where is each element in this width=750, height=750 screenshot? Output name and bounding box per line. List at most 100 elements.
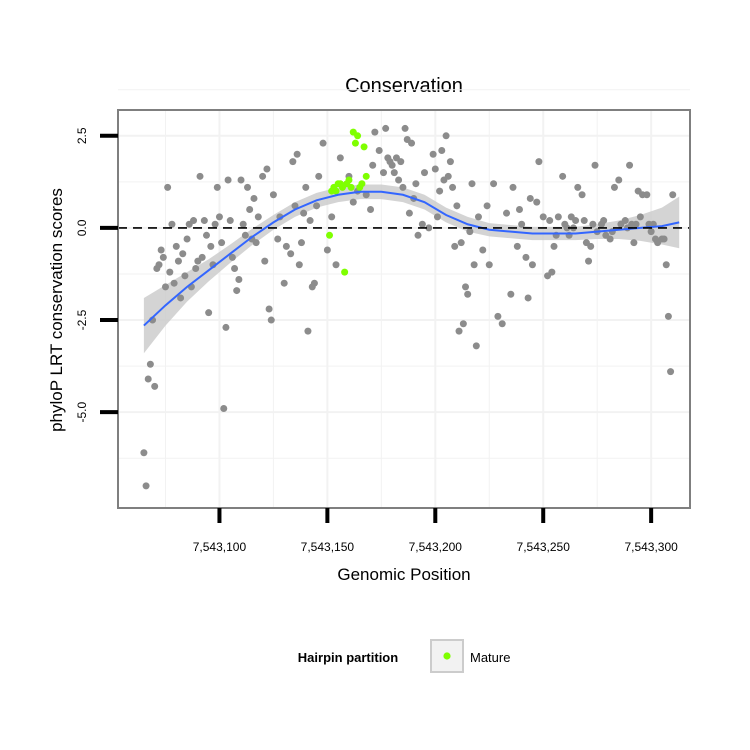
- mature-point: [358, 180, 366, 188]
- data-point: [494, 312, 502, 320]
- data-point: [293, 150, 301, 158]
- data-point: [246, 206, 254, 213]
- data-point: [453, 202, 461, 210]
- data-point: [446, 158, 454, 166]
- data-point: [431, 165, 439, 173]
- data-point: [466, 228, 474, 236]
- data-point: [168, 220, 176, 228]
- data-point: [367, 206, 375, 213]
- x-tick-label: 7,543,250: [517, 540, 571, 554]
- data-point: [470, 261, 478, 269]
- x-axis-title: Genomic Position: [337, 565, 470, 584]
- x-tick-label: 7,543,150: [301, 540, 355, 554]
- data-point: [578, 191, 586, 199]
- data-point: [222, 323, 230, 331]
- data-point: [485, 261, 493, 269]
- data-point: [379, 169, 387, 177]
- data-point: [535, 158, 543, 166]
- data-point: [151, 382, 159, 390]
- data-point: [205, 309, 213, 317]
- data-point: [310, 279, 318, 287]
- mature-point: [332, 187, 340, 195]
- data-point: [451, 242, 459, 250]
- data-point: [462, 283, 470, 291]
- data-point: [140, 449, 148, 457]
- x-tick-label: 7,543,300: [624, 540, 678, 554]
- data-point: [306, 217, 314, 225]
- mature-point: [326, 231, 334, 239]
- data-point: [546, 217, 554, 225]
- data-point: [228, 253, 236, 261]
- data-point: [572, 217, 580, 225]
- data-point: [626, 161, 634, 169]
- data-point: [425, 224, 433, 232]
- data-point: [418, 220, 426, 228]
- data-point: [202, 231, 210, 239]
- data-point: [336, 154, 344, 162]
- data-point: [528, 261, 536, 269]
- data-point: [252, 239, 260, 247]
- data-point: [580, 217, 588, 225]
- data-point: [267, 316, 275, 324]
- data-point: [166, 268, 174, 276]
- data-point: [429, 150, 437, 158]
- data-point: [591, 161, 599, 169]
- data-point: [526, 194, 534, 202]
- data-point: [179, 250, 187, 258]
- legend-title: Hairpin partition: [298, 650, 398, 665]
- y-tick-label: -2.5: [75, 309, 89, 330]
- data-point: [183, 235, 191, 243]
- y-axis-title: phyloP LRT conservation scores: [47, 188, 66, 432]
- mature-point: [362, 172, 370, 180]
- mature-point: [345, 176, 353, 184]
- data-point: [444, 172, 452, 180]
- data-point: [414, 231, 422, 239]
- data-point: [522, 253, 530, 261]
- data-point: [585, 257, 593, 265]
- data-point: [369, 161, 377, 169]
- mature-point: [360, 143, 368, 151]
- data-point: [231, 264, 239, 272]
- data-point: [539, 213, 547, 221]
- data-point: [215, 213, 223, 221]
- data-point: [226, 217, 234, 225]
- x-tick-label: 7,543,100: [193, 540, 247, 554]
- data-point: [349, 198, 357, 206]
- data-point: [518, 220, 526, 228]
- mature-point: [354, 132, 362, 140]
- data-point: [244, 183, 252, 191]
- data-point: [507, 290, 515, 298]
- data-point: [375, 147, 383, 155]
- data-point: [600, 217, 608, 225]
- data-point: [170, 279, 178, 287]
- y-tick-label: 2.5: [75, 127, 89, 144]
- data-point: [412, 180, 420, 188]
- legend: Hairpin partition Mature: [298, 639, 510, 673]
- data-point: [239, 220, 247, 228]
- data-point: [647, 228, 655, 236]
- data-point: [323, 246, 331, 254]
- panel-border: [117, 109, 691, 509]
- data-point: [662, 261, 670, 269]
- data-point: [161, 283, 169, 291]
- legend-label-mature: Mature: [470, 650, 510, 665]
- mature-point: [341, 268, 349, 276]
- data-point: [220, 405, 228, 412]
- data-point: [664, 312, 672, 320]
- data-point: [304, 327, 312, 335]
- data-point: [211, 220, 219, 228]
- y-axis: 2.5 0.0 -2.5 -5.0: [75, 127, 118, 423]
- data-point: [142, 482, 150, 490]
- data-point: [408, 139, 416, 147]
- data-point: [503, 209, 511, 217]
- data-point: [218, 239, 226, 247]
- smooth-line: [143, 190, 680, 327]
- y-tick-label: -5.0: [75, 402, 89, 423]
- data-point: [291, 202, 299, 210]
- data-point: [559, 172, 567, 180]
- data-point: [144, 375, 152, 383]
- data-point: [548, 268, 556, 276]
- data-point: [233, 287, 241, 295]
